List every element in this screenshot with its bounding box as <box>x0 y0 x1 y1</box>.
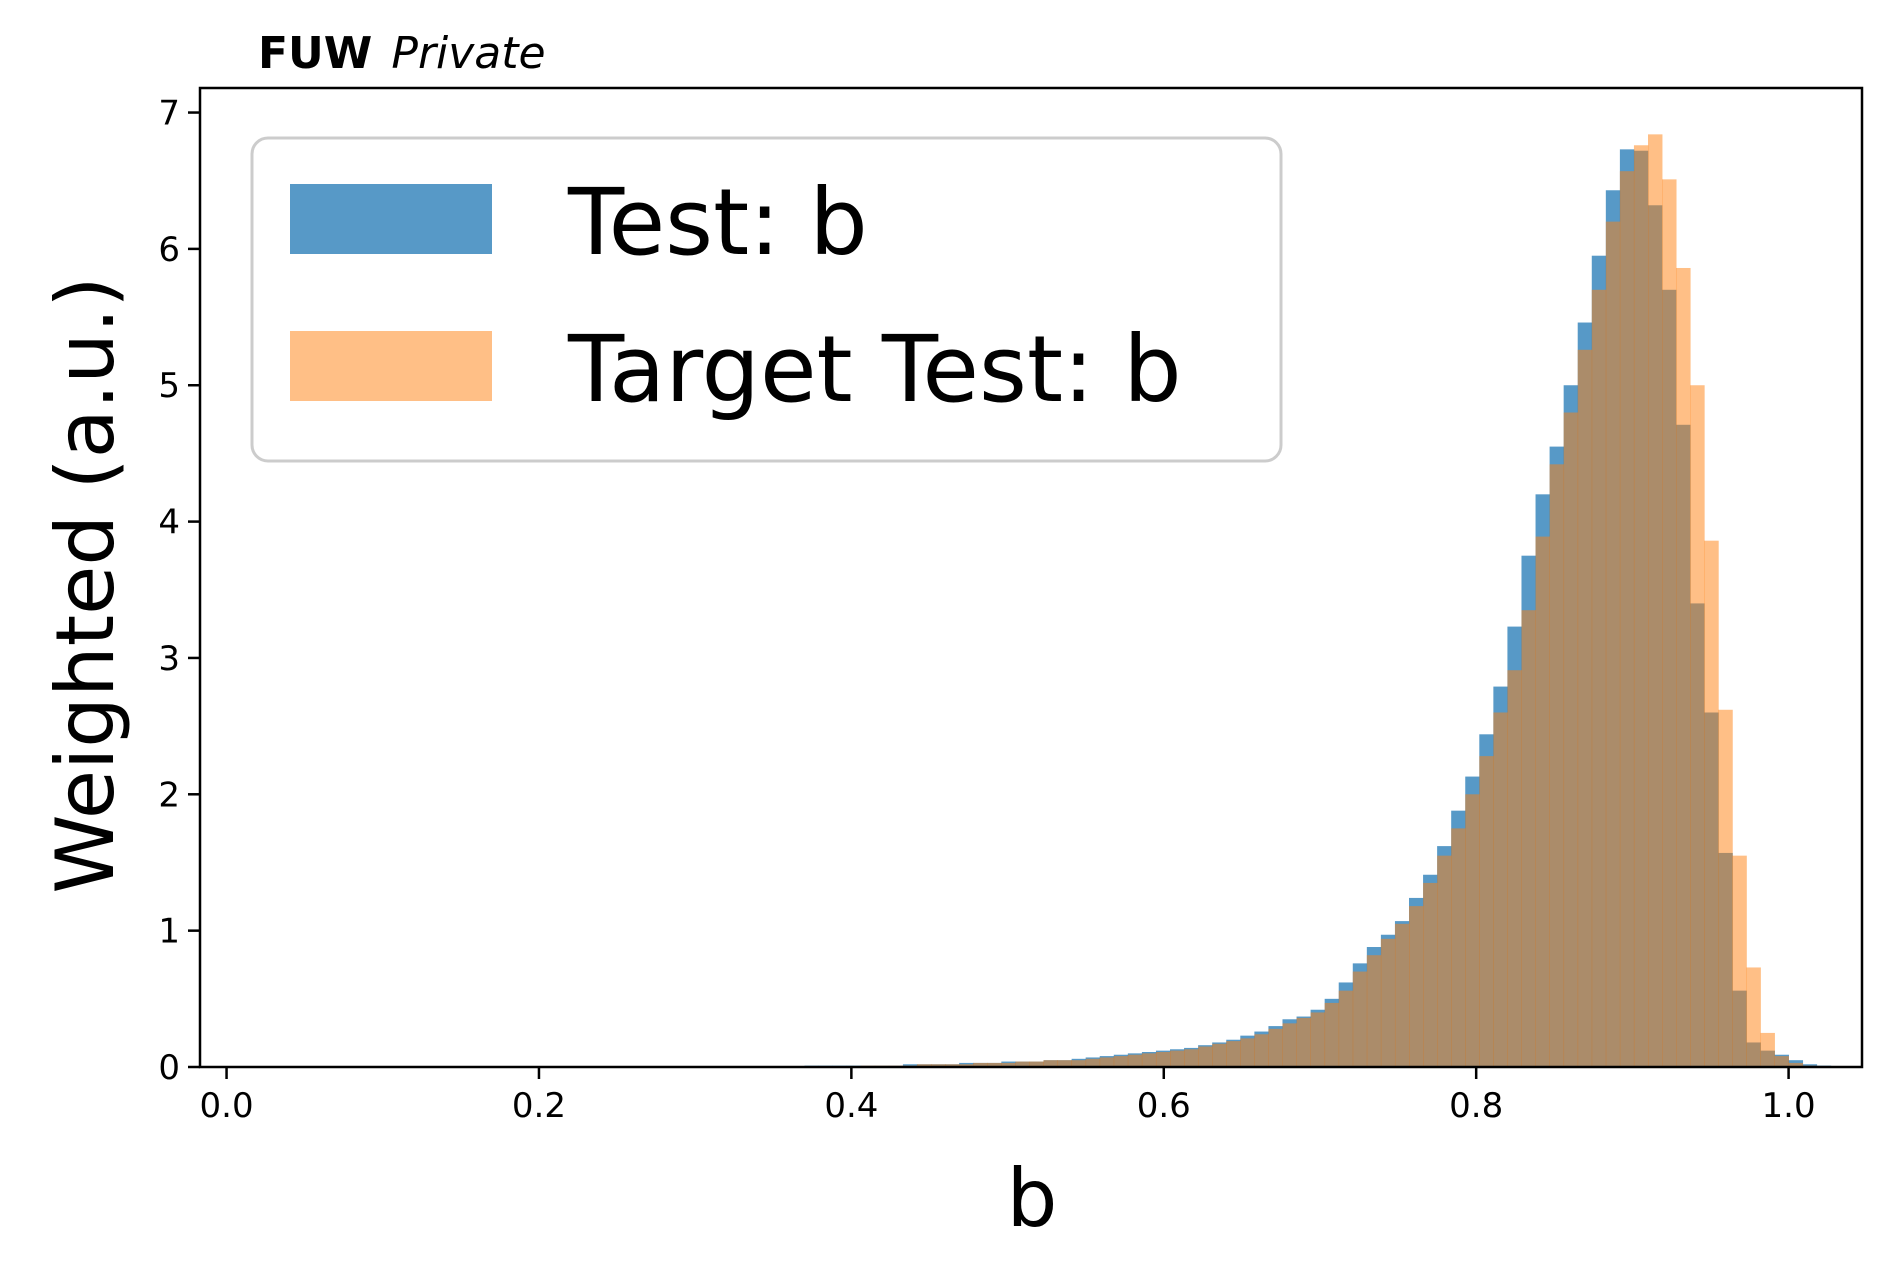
y-tick-label: 5 <box>158 366 180 406</box>
histogram-bar <box>1127 1054 1143 1067</box>
histogram-bar <box>1085 1058 1101 1067</box>
histogram-bar <box>1577 349 1593 1067</box>
histogram-bar <box>1493 712 1508 1067</box>
histogram-bar <box>1662 179 1677 1067</box>
histogram-bar <box>1605 221 1621 1067</box>
histogram-bar <box>1549 464 1565 1067</box>
x-tick-label: 0.8 <box>1449 1086 1503 1126</box>
histogram-bar <box>1071 1060 1087 1067</box>
histogram-bar <box>1690 385 1705 1067</box>
histogram-bar <box>1394 923 1410 1067</box>
histogram-bar <box>1296 1017 1312 1067</box>
histogram-bar <box>1563 412 1579 1067</box>
histogram-bar <box>1268 1028 1283 1067</box>
histogram-bar <box>1619 171 1635 1068</box>
x-axis-label: b <box>1007 1152 1058 1245</box>
histogram-bar <box>1155 1052 1171 1067</box>
histogram-bar <box>1760 1032 1775 1067</box>
histogram-bar <box>1184 1049 1199 1067</box>
histogram-bar <box>1521 610 1536 1067</box>
histogram-bar <box>1254 1034 1269 1067</box>
y-tick-label: 2 <box>158 775 180 815</box>
y-tick-label: 7 <box>158 94 180 134</box>
histogram-bar <box>1507 670 1522 1067</box>
x-tick-label: 0.6 <box>1137 1086 1191 1126</box>
plot-frame <box>198 86 1864 1069</box>
histogram-bar <box>1676 267 1691 1067</box>
legend: Test: b Target Test: b <box>250 136 1283 463</box>
histogram-bar <box>1746 967 1761 1067</box>
histogram-bar <box>1029 1061 1044 1067</box>
x-tick-label: 0.0 <box>200 1086 254 1126</box>
histogram-bar <box>1409 906 1424 1067</box>
histogram-bar <box>1352 971 1368 1067</box>
x-axis-ticks: 0.0 0.2 0.4 0.6 0.8 1.0 <box>200 1067 1816 1126</box>
histogram-bar <box>1648 134 1663 1068</box>
brand-header: FUW Private <box>258 28 546 79</box>
histogram-bar <box>1212 1043 1227 1067</box>
y-tick-label: 4 <box>158 503 180 543</box>
histogram-bar <box>1141 1053 1157 1067</box>
histogram-bar <box>973 1062 988 1067</box>
y-tick-label: 1 <box>158 912 180 952</box>
histogram-bar <box>1465 794 1480 1067</box>
legend-label-test: Test: b <box>567 169 868 276</box>
legend-swatch-test <box>290 184 492 254</box>
histogram-bar <box>1240 1038 1255 1067</box>
histogram-bar <box>1633 145 1649 1068</box>
histogram-bar <box>1479 756 1494 1067</box>
y-tick-label: 6 <box>158 230 180 270</box>
histogram-bar <box>1732 855 1747 1067</box>
legend-label-target-test: Target Test: b <box>567 316 1182 423</box>
x-tick-label: 1.0 <box>1762 1086 1816 1126</box>
histogram-bar <box>1015 1061 1030 1067</box>
histogram-bar <box>1704 540 1719 1067</box>
histogram-bar <box>1451 828 1466 1067</box>
histogram-bar <box>1099 1057 1115 1067</box>
histogram-bar <box>945 1064 960 1067</box>
histogram-bar <box>1718 709 1733 1067</box>
y-tick-label: 0 <box>158 1048 180 1088</box>
legend-frame <box>250 136 1283 463</box>
y-tick-label: 3 <box>158 639 180 679</box>
brand-subtitle: Private <box>391 28 545 79</box>
histogram-bar <box>1423 882 1438 1067</box>
histogram-bars <box>804 134 1846 1068</box>
x-tick-label: 0.4 <box>824 1086 878 1126</box>
histogram-bar <box>1001 1062 1016 1067</box>
histogram-bar <box>1113 1056 1129 1067</box>
histogram-bar <box>916 1064 932 1067</box>
histogram-bar <box>1380 938 1396 1067</box>
histogram-bar <box>1043 1060 1058 1067</box>
histogram-bar <box>1198 1046 1213 1067</box>
histogram-bar <box>931 1064 946 1067</box>
histogram-bar <box>1788 1062 1804 1067</box>
histogram-bar <box>1282 1023 1297 1067</box>
histogram-bar <box>1226 1041 1241 1067</box>
histogram-bar <box>1057 1060 1073 1067</box>
histogram-bar <box>1310 1012 1326 1067</box>
histogram-bar <box>1338 990 1354 1067</box>
histogram-bar <box>987 1062 1002 1067</box>
histogram-bar <box>1366 955 1382 1067</box>
histogram-bar <box>1535 536 1550 1067</box>
y-axis-ticks: 0 1 2 3 4 5 6 7 <box>158 94 200 1088</box>
histogram-bar <box>1774 1056 1789 1067</box>
brand-label: FUW <box>258 28 372 79</box>
histogram-bar <box>1324 1002 1340 1067</box>
legend-swatch-target-test <box>290 331 492 401</box>
y-axis-label: Weighted (a.u.) <box>39 276 132 893</box>
histogram-bar <box>1437 855 1452 1067</box>
x-tick-label: 0.2 <box>512 1086 566 1126</box>
histogram-bar <box>959 1064 974 1067</box>
histogram-bar <box>1170 1050 1185 1067</box>
histogram-bar <box>1591 289 1607 1067</box>
